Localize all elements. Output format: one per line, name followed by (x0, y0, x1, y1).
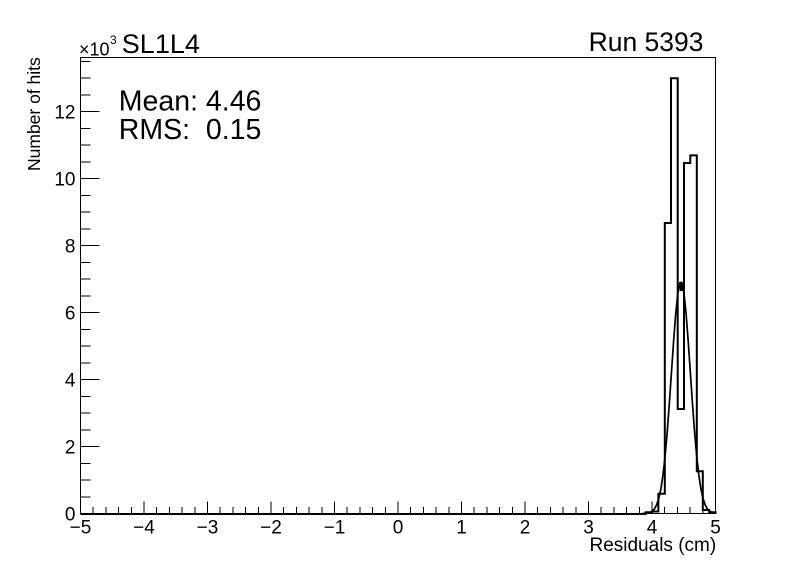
svg-text:−5: −5 (70, 518, 92, 539)
svg-text:×10: ×10 (79, 39, 110, 59)
svg-text:3: 3 (583, 518, 594, 539)
svg-text:3: 3 (110, 33, 117, 47)
svg-text:0: 0 (393, 518, 404, 539)
svg-text:0: 0 (65, 504, 76, 525)
svg-text:−4: −4 (133, 518, 155, 539)
svg-text:−3: −3 (197, 518, 219, 539)
svg-text:2: 2 (65, 437, 76, 458)
svg-text:Run 5393: Run 5393 (589, 27, 704, 57)
svg-text:5: 5 (710, 518, 721, 539)
svg-text:Number of hits: Number of hits (24, 57, 44, 171)
svg-text:6: 6 (65, 303, 76, 324)
svg-text:Mean: 4.46: Mean: 4.46 (119, 85, 262, 117)
svg-text:4: 4 (65, 370, 76, 391)
svg-text:RMS: 0.15: RMS: 0.15 (119, 114, 262, 146)
svg-text:4: 4 (647, 518, 658, 539)
svg-text:Residuals (cm): Residuals (cm) (589, 535, 716, 556)
svg-text:2: 2 (520, 518, 531, 539)
svg-text:−2: −2 (260, 518, 282, 539)
svg-text:SL1L4: SL1L4 (122, 29, 200, 59)
svg-text:−1: −1 (324, 518, 346, 539)
svg-text:1: 1 (456, 518, 467, 539)
svg-text:8: 8 (65, 236, 76, 257)
svg-text:12: 12 (54, 102, 75, 123)
svg-text:10: 10 (54, 169, 75, 190)
